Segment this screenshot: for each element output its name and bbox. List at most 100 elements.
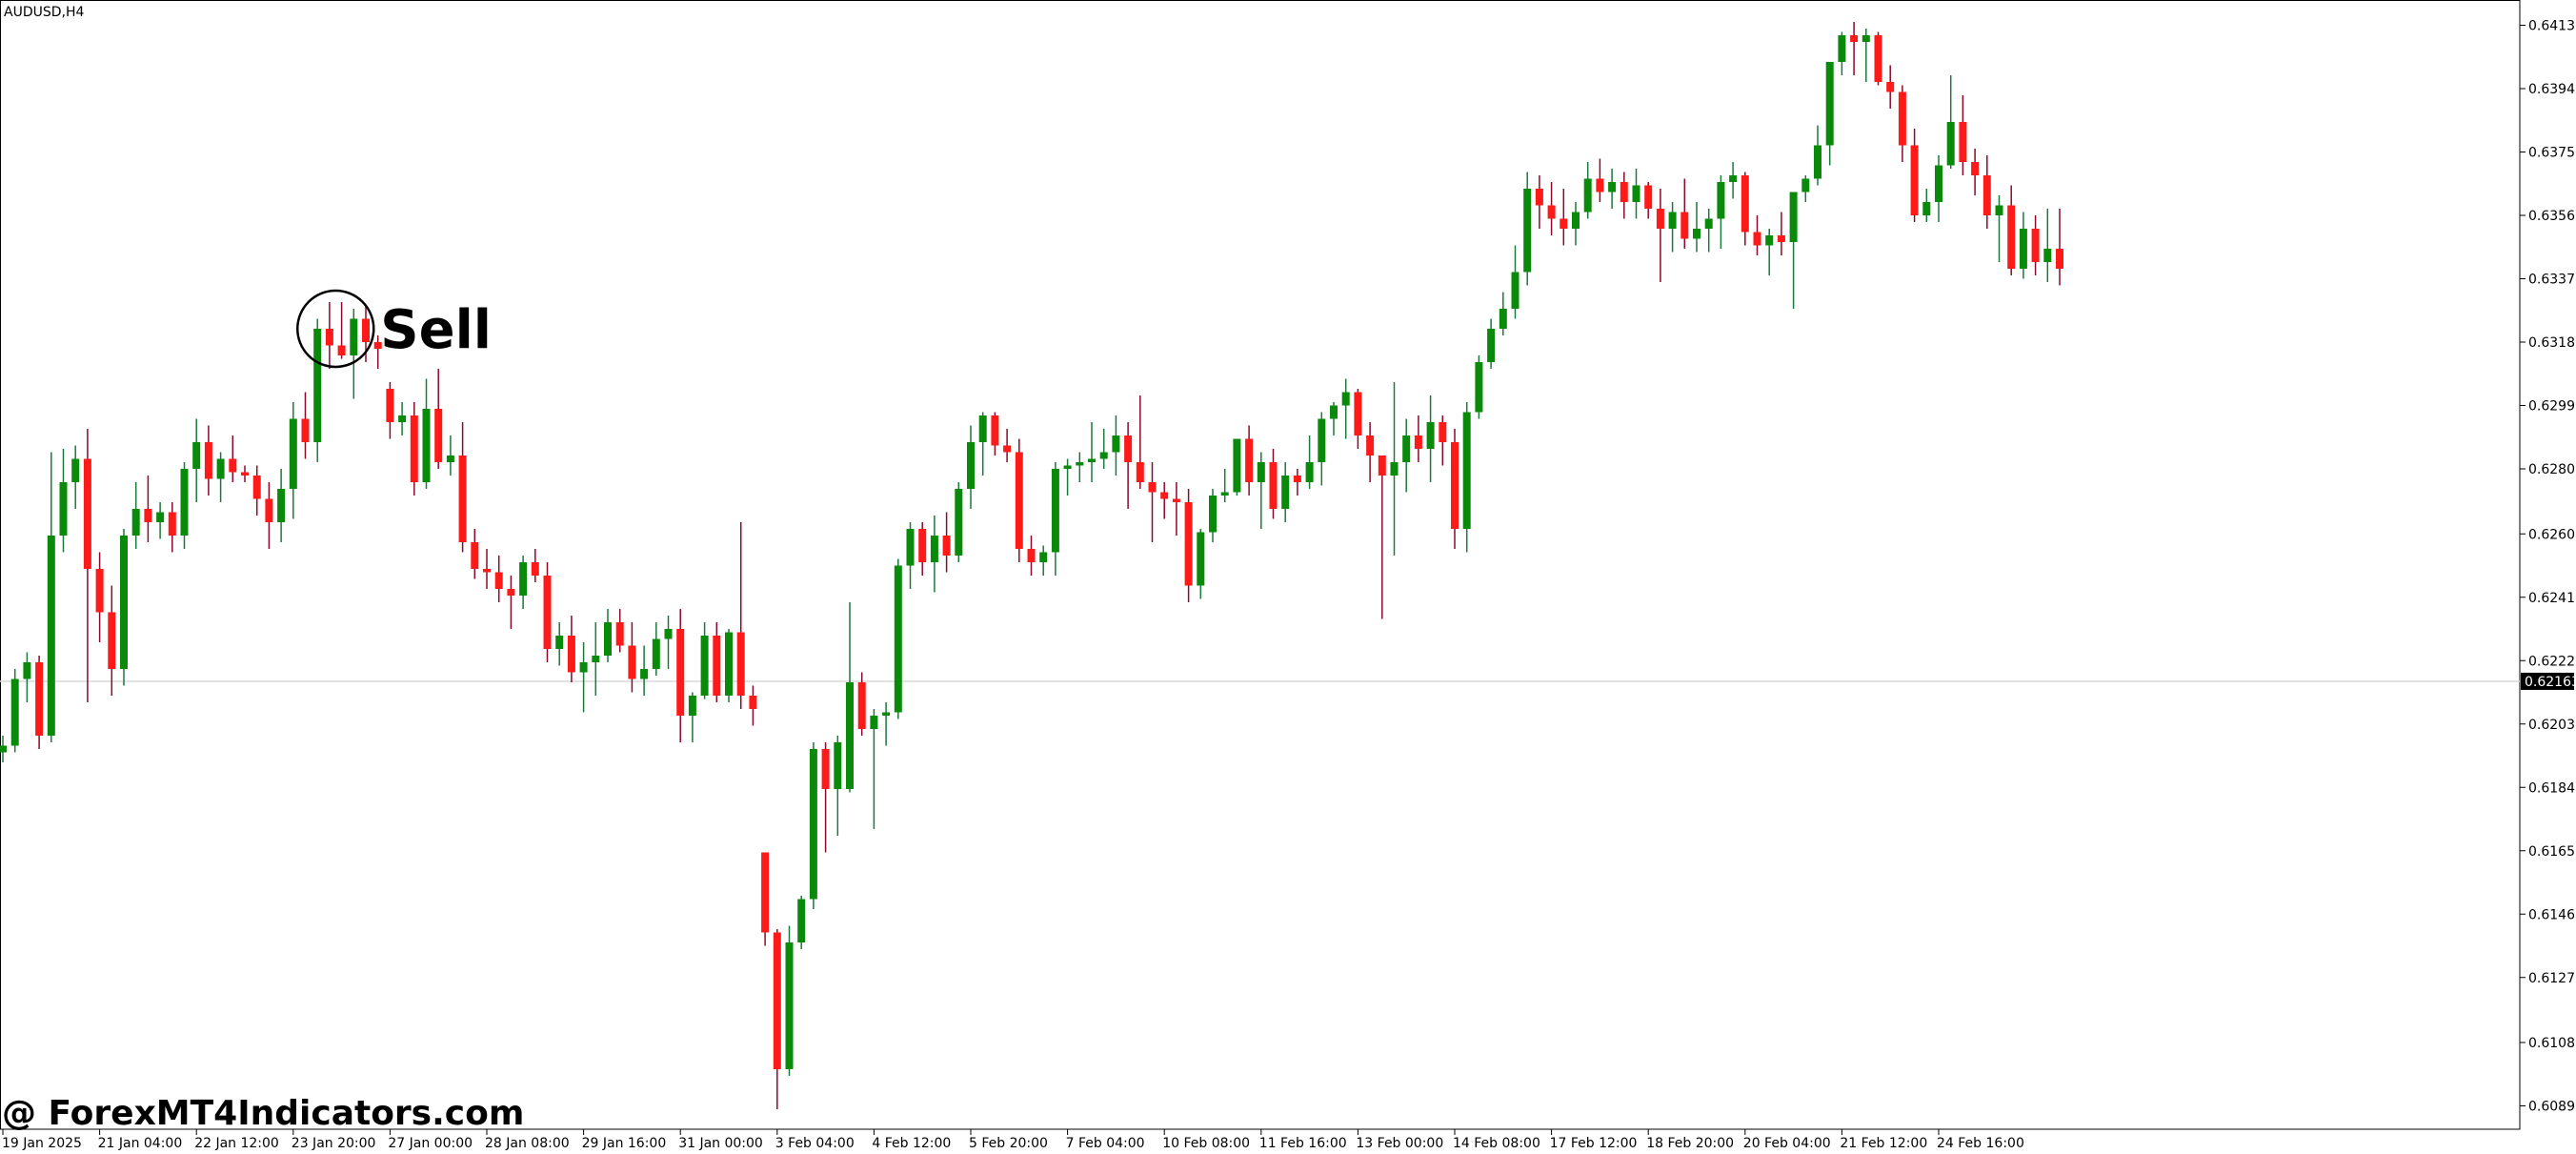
candle[interactable]	[773, 929, 781, 1109]
candle[interactable]	[1898, 85, 1906, 163]
candle[interactable]	[108, 585, 116, 697]
candle[interactable]	[59, 449, 68, 553]
candle[interactable]	[1003, 429, 1012, 462]
candle[interactable]	[1838, 31, 1846, 76]
candle[interactable]	[1245, 425, 1254, 496]
candle[interactable]	[955, 482, 963, 562]
candle[interactable]	[507, 576, 515, 629]
candle[interactable]	[1620, 172, 1628, 219]
candle[interactable]	[918, 522, 927, 576]
candle[interactable]	[434, 369, 443, 469]
candle[interactable]	[628, 622, 636, 693]
candle[interactable]	[930, 516, 938, 593]
candle[interactable]	[23, 652, 31, 703]
candle[interactable]	[1547, 182, 1556, 235]
candle[interactable]	[1935, 155, 1942, 222]
candle[interactable]	[761, 852, 770, 946]
candle[interactable]	[35, 656, 44, 749]
candle[interactable]	[1184, 489, 1193, 602]
candle[interactable]	[1668, 202, 1677, 253]
candle[interactable]	[749, 685, 757, 726]
candle[interactable]	[1439, 415, 1447, 466]
candle[interactable]	[1535, 175, 1543, 229]
candle[interactable]	[1063, 458, 1072, 496]
candle[interactable]	[555, 622, 564, 666]
candle[interactable]	[1814, 125, 1821, 186]
candle[interactable]	[1583, 162, 1592, 219]
candle[interactable]	[519, 556, 528, 609]
candle[interactable]	[1862, 29, 1870, 82]
candle[interactable]	[325, 302, 333, 369]
candle[interactable]	[1995, 195, 2003, 262]
candle[interactable]	[882, 702, 891, 746]
candle[interactable]	[894, 558, 902, 719]
candle[interactable]	[1777, 212, 1785, 256]
candle[interactable]	[1414, 415, 1422, 462]
candle[interactable]	[1027, 536, 1036, 576]
candle[interactable]	[1487, 318, 1496, 370]
candle[interactable]	[373, 335, 382, 369]
candle[interactable]	[1330, 402, 1338, 435]
candle[interactable]	[2043, 209, 2052, 282]
candle[interactable]	[1971, 149, 1980, 195]
candle[interactable]	[398, 402, 407, 435]
candle[interactable]	[1982, 155, 1991, 229]
candle[interactable]	[1499, 292, 1507, 336]
candle[interactable]	[241, 465, 249, 483]
candle[interactable]	[579, 642, 588, 713]
candle[interactable]	[906, 522, 915, 589]
candle[interactable]	[1402, 418, 1411, 493]
candle[interactable]	[0, 736, 7, 762]
candle[interactable]	[821, 742, 830, 853]
candle[interactable]	[615, 609, 624, 653]
candle[interactable]	[1523, 172, 1532, 286]
candle[interactable]	[301, 392, 310, 459]
candle[interactable]	[543, 562, 552, 662]
candle[interactable]	[386, 382, 394, 439]
candle[interactable]	[870, 709, 878, 829]
candle[interactable]	[252, 465, 261, 516]
candle[interactable]	[1451, 429, 1459, 549]
candle[interactable]	[337, 302, 346, 359]
candle[interactable]	[1753, 215, 1761, 255]
candle[interactable]	[204, 425, 212, 496]
candle[interactable]	[446, 435, 454, 476]
candle[interactable]	[1172, 482, 1180, 536]
candle[interactable]	[1729, 162, 1738, 199]
candle[interactable]	[531, 549, 539, 582]
candle[interactable]	[1511, 245, 1519, 319]
candle[interactable]	[1656, 189, 1664, 282]
candle[interactable]	[1341, 378, 1350, 439]
candle[interactable]	[180, 462, 189, 549]
candle[interactable]	[1608, 169, 1617, 209]
candle[interactable]	[567, 616, 575, 682]
candle[interactable]	[652, 622, 660, 676]
candle[interactable]	[1644, 182, 1653, 219]
candle[interactable]	[1076, 452, 1084, 483]
candle[interactable]	[1959, 95, 1967, 175]
candle[interactable]	[640, 645, 649, 697]
candle[interactable]	[1366, 422, 1375, 482]
candle[interactable]	[483, 549, 491, 589]
candle[interactable]	[494, 556, 503, 602]
candle[interactable]	[1825, 62, 1834, 166]
candle[interactable]	[1220, 469, 1229, 502]
candle[interactable]	[1717, 175, 1725, 249]
candle[interactable]	[1910, 129, 1919, 222]
candle[interactable]	[168, 502, 176, 553]
candle[interactable]	[1015, 438, 1023, 563]
candle[interactable]	[1318, 412, 1326, 486]
candle[interactable]	[857, 672, 866, 737]
candle[interactable]	[967, 425, 975, 510]
candle[interactable]	[1197, 529, 1205, 599]
candle[interactable]	[1390, 382, 1399, 556]
candle[interactable]	[2056, 209, 2063, 286]
candle[interactable]	[410, 402, 418, 496]
candle[interactable]	[1051, 462, 1059, 576]
candle[interactable]	[1680, 178, 1689, 250]
candle[interactable]	[785, 925, 794, 1077]
candle[interactable]	[458, 422, 467, 553]
candle[interactable]	[1148, 462, 1157, 542]
